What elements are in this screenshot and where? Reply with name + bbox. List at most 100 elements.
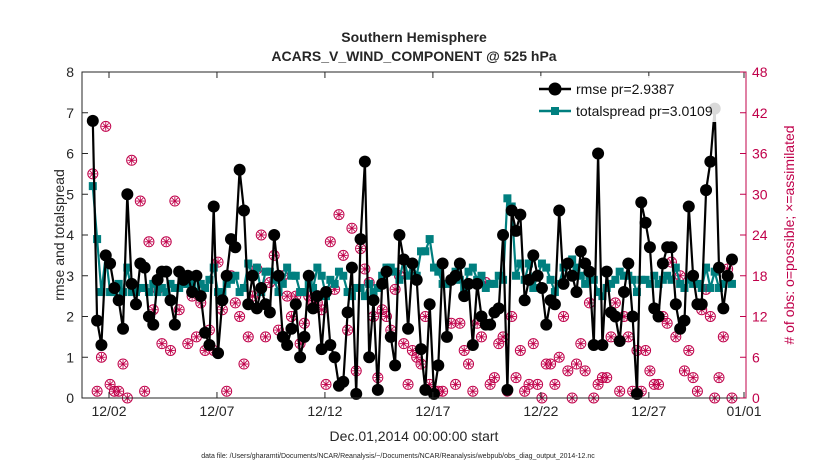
totalspread-point bbox=[330, 279, 339, 288]
obs-possible-point bbox=[514, 344, 526, 356]
asterisk-stroke bbox=[495, 340, 503, 347]
totalspread-point bbox=[654, 279, 663, 288]
y-tick-label-right: 48 bbox=[752, 64, 768, 80]
asterisk-stroke bbox=[555, 353, 563, 361]
rmse-point bbox=[393, 229, 406, 241]
y-tick-label-left: 1 bbox=[66, 349, 74, 365]
rmse-point bbox=[207, 200, 220, 213]
rmse-point bbox=[147, 318, 160, 331]
obs-assimilated-point bbox=[576, 339, 586, 348]
obs-possible-point bbox=[398, 338, 410, 350]
totalspread-point bbox=[395, 275, 404, 284]
totalspread-point bbox=[261, 267, 270, 276]
totalspread-point bbox=[339, 271, 348, 280]
obs-possible-point bbox=[324, 236, 336, 248]
rmse-point bbox=[652, 310, 665, 323]
obs-assimilated-point bbox=[144, 237, 154, 246]
totalspread-point bbox=[313, 263, 322, 272]
asterisk-stroke bbox=[663, 320, 671, 327]
asterisk-stroke bbox=[184, 340, 192, 347]
obs-possible-point bbox=[553, 351, 565, 363]
totalspread-point bbox=[127, 288, 136, 297]
rmse-point bbox=[471, 277, 484, 290]
obs-assimilated-point bbox=[516, 346, 525, 355]
obs-possible-point bbox=[134, 195, 146, 207]
totalspread-point bbox=[162, 288, 171, 297]
obs-assimilated-point bbox=[546, 359, 555, 369]
asterisk-stroke bbox=[625, 333, 632, 341]
obs-possible-point bbox=[156, 338, 168, 350]
totalspread-point bbox=[334, 267, 343, 276]
asterisk-stroke bbox=[262, 333, 269, 341]
totalspread-point bbox=[144, 288, 153, 297]
obs-assimilated-point bbox=[490, 373, 499, 382]
y-tick-label-left: 8 bbox=[66, 64, 74, 80]
obs-assimilated-point bbox=[706, 312, 715, 321]
asterisk-stroke bbox=[158, 340, 166, 347]
rmse-point bbox=[380, 265, 393, 278]
y-tick-label-right: 6 bbox=[752, 349, 760, 365]
asterisk-stroke bbox=[106, 381, 114, 388]
asterisk-stroke bbox=[681, 367, 688, 375]
obs-assimilated-point bbox=[714, 373, 724, 382]
asterisk-stroke bbox=[694, 387, 701, 395]
totalspread-point bbox=[291, 271, 300, 280]
asterisk-stroke bbox=[413, 353, 420, 361]
asterisk-stroke bbox=[137, 197, 144, 205]
asterisk-stroke bbox=[93, 387, 101, 395]
legend-box bbox=[532, 76, 740, 122]
asterisk-stroke bbox=[573, 360, 580, 368]
rmse-point bbox=[427, 387, 440, 400]
totalspread-point bbox=[166, 279, 175, 288]
obs-possible-point bbox=[169, 195, 181, 207]
asterisk-stroke bbox=[171, 197, 179, 205]
obs-assimilated-point bbox=[468, 387, 478, 396]
asterisk-stroke bbox=[283, 292, 291, 300]
totalspread-point bbox=[706, 283, 715, 292]
y-tick-label-right: 0 bbox=[752, 390, 760, 406]
obs-assimilated-point bbox=[97, 353, 106, 362]
obs-possible-point bbox=[458, 344, 470, 356]
rmse-point bbox=[402, 322, 415, 335]
obs-assimilated-point bbox=[477, 332, 486, 342]
obs-assimilated-point bbox=[671, 332, 681, 342]
totalspread-point bbox=[296, 288, 305, 297]
asterisk-stroke bbox=[400, 340, 408, 347]
asterisk-stroke bbox=[512, 374, 520, 381]
obs-assimilated-point bbox=[235, 312, 244, 321]
asterisk-stroke bbox=[560, 313, 567, 320]
y-tick-label-left: 0 bbox=[66, 390, 74, 406]
totalspread-point bbox=[542, 263, 551, 272]
asterisk-stroke bbox=[162, 238, 170, 246]
asterisk-stroke bbox=[478, 333, 485, 341]
rmse-point bbox=[307, 302, 320, 315]
asterisk-stroke bbox=[327, 238, 334, 246]
obs-possible-point bbox=[182, 338, 194, 350]
totalspread-point bbox=[429, 263, 438, 272]
rmse-point bbox=[350, 387, 363, 400]
y-tick-label-left: 4 bbox=[66, 227, 74, 243]
obs-possible-point bbox=[570, 358, 582, 370]
rmse-point bbox=[721, 269, 734, 282]
obs-assimilated-point bbox=[114, 387, 123, 396]
totalspread-point bbox=[546, 275, 555, 284]
obs-possible-point bbox=[687, 372, 699, 384]
totalspread-point bbox=[317, 271, 326, 280]
obs-assimilated-point bbox=[602, 373, 611, 382]
totalspread-point bbox=[326, 275, 335, 284]
asterisk-stroke bbox=[594, 381, 602, 388]
rmse-point bbox=[294, 351, 307, 364]
asterisk-stroke bbox=[348, 224, 356, 232]
obs-assimilated-point bbox=[127, 156, 136, 165]
totalspread-point bbox=[300, 288, 309, 297]
obs-assimilated-point bbox=[572, 359, 581, 369]
rmse-point bbox=[298, 330, 311, 343]
rmse-point bbox=[583, 265, 596, 278]
rmse-point bbox=[484, 318, 497, 331]
obs-possible-point bbox=[242, 331, 254, 343]
rmse-point bbox=[548, 298, 561, 311]
totalspread-point bbox=[537, 259, 546, 268]
obs-possible-point bbox=[475, 331, 487, 343]
rmse-point bbox=[635, 196, 648, 209]
obs-assimilated-point bbox=[162, 237, 171, 246]
